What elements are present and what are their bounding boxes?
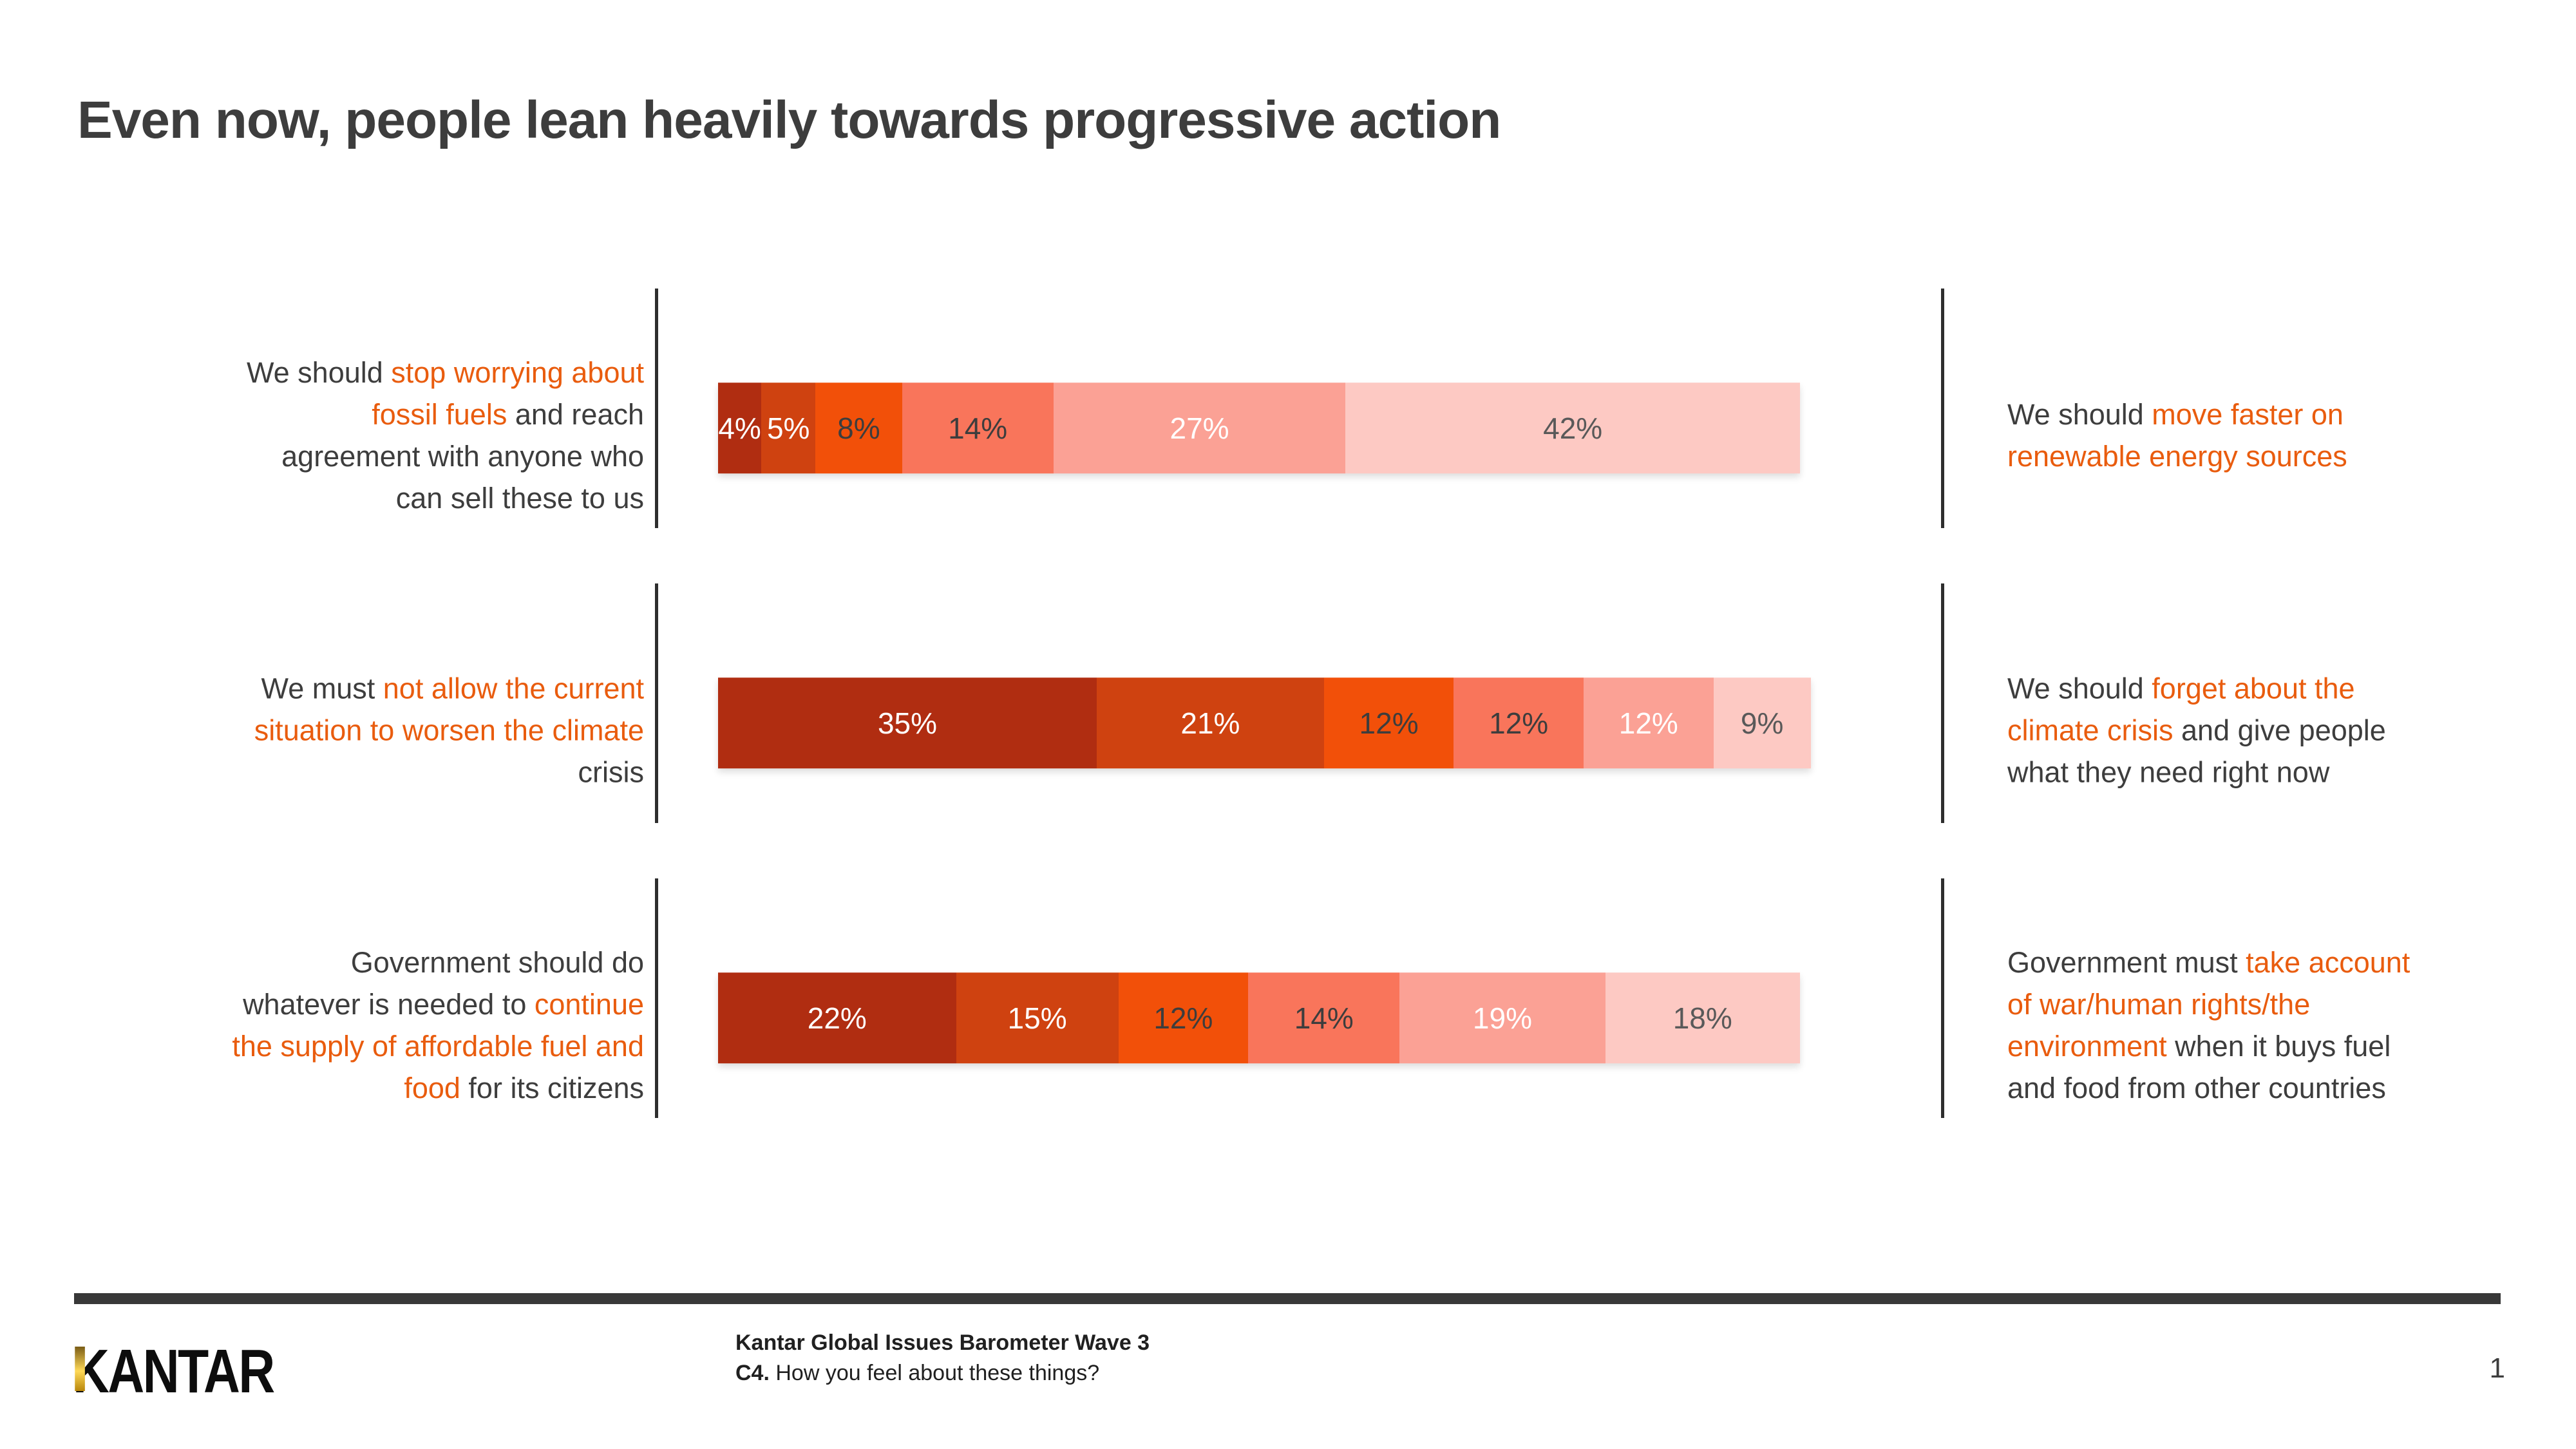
- bar-value-label: 27%: [1170, 411, 1229, 445]
- bar-segment: 12%: [1583, 677, 1714, 769]
- statement-text: and give people what they need right now: [2007, 714, 2386, 789]
- left-statement: Government should do whatever is needed …: [77, 942, 644, 1109]
- statement-row-2: We must not allow the current situation …: [0, 583, 2576, 878]
- bar-value-label: 9%: [1740, 706, 1784, 740]
- right-statement: We should move faster on renewable energ…: [2007, 393, 2484, 477]
- statement-text: crisis: [578, 755, 644, 789]
- statement-text: when it buys fuel and food from other co…: [2007, 1030, 2391, 1104]
- bar-value-label: 8%: [837, 411, 880, 445]
- divider-line-right: [1941, 583, 1944, 823]
- kantar-logo-text: KANTAR: [73, 1337, 275, 1406]
- bar-value-label: 12%: [1618, 706, 1678, 740]
- bar-value-label: 12%: [1153, 1001, 1213, 1035]
- bar-segment: 42%: [1345, 383, 1800, 474]
- statement-highlight-text: not allow the current situation to worse…: [254, 672, 644, 747]
- bar-value-label: 18%: [1672, 1001, 1732, 1035]
- statement-text: for its citizens: [460, 1072, 644, 1104]
- divider-line-right: [1941, 878, 1944, 1118]
- bar-value-label: 15%: [1007, 1001, 1067, 1035]
- stacked-bar: 35% 21% 12% 12% 12% 9%: [718, 677, 1811, 769]
- divider-line-right: [1941, 289, 1944, 528]
- statement-text: We should: [2007, 398, 2152, 431]
- statement-text: Government must: [2007, 946, 2246, 979]
- right-statement: Government must take account of war/huma…: [2007, 942, 2484, 1109]
- statement-text: We should: [2007, 672, 2152, 705]
- left-statement: We should stop worrying about fossil fue…: [77, 352, 644, 519]
- bar-segment: 14%: [1248, 972, 1400, 1064]
- bar-value-label: 12%: [1359, 706, 1419, 740]
- bar-segment: 35%: [718, 677, 1097, 769]
- bar-value-label: 12%: [1489, 706, 1549, 740]
- bar-segment: 18%: [1605, 972, 1800, 1064]
- statement-highlight-text: continue the supply of affordable fuel a…: [232, 988, 644, 1104]
- bar-segment: 22%: [718, 972, 956, 1064]
- page-title: Even now, people lean heavily towards pr…: [77, 91, 1501, 149]
- bar-value-label: 21%: [1180, 706, 1240, 740]
- statement-text: Government should do whatever is needed …: [243, 946, 644, 1021]
- kantar-logo: KANTAR: [73, 1337, 275, 1406]
- statement-row-1: We should stop worrying about fossil fue…: [0, 288, 2576, 583]
- right-statement: We should forget about the climate crisi…: [2007, 668, 2484, 793]
- bar-value-label: 22%: [807, 1001, 867, 1035]
- bar-value-label: 35%: [877, 706, 938, 740]
- bar-value-label: 5%: [766, 411, 810, 445]
- statement-row-3: Government should do whatever is needed …: [0, 878, 2576, 1173]
- divider-line-left: [655, 878, 658, 1118]
- bar-value-label: 19%: [1472, 1001, 1532, 1035]
- bar-segment: 5%: [761, 383, 816, 474]
- bar-segment: 15%: [956, 972, 1119, 1064]
- statement-highlight-text: stop worrying about fossil fuels: [372, 356, 644, 431]
- bar-segment: 9%: [1713, 677, 1811, 769]
- divider-line-left: [655, 583, 658, 823]
- footer-rule: [74, 1293, 2501, 1304]
- source-question: C4. How you feel about these things?: [735, 1358, 1150, 1388]
- bar-segment: 14%: [902, 383, 1054, 474]
- bar-segment: 27%: [1053, 383, 1346, 474]
- divider-line-left: [655, 289, 658, 528]
- bar-value-label: 14%: [948, 411, 1008, 445]
- statement-text: and reach agreement with anyone who can …: [281, 398, 644, 515]
- question-prefix: C4.: [735, 1361, 770, 1385]
- bar-segment: 12%: [1118, 972, 1249, 1064]
- stacked-bar-chart: We should stop worrying about fossil fue…: [0, 288, 2576, 1173]
- bar-segment: 21%: [1097, 677, 1324, 769]
- bar-segment: 12%: [1323, 677, 1454, 769]
- bar-segment: 19%: [1399, 972, 1605, 1064]
- bar-value-label: 4%: [718, 411, 761, 445]
- source-title: Kantar Global Issues Barometer Wave 3: [735, 1331, 1150, 1355]
- stacked-bar: 4% 5% 8% 14% 27% 42%: [718, 383, 1800, 474]
- stacked-bar: 22% 15% 12% 14% 19% 18%: [718, 972, 1800, 1064]
- statement-highlight-text: move faster on renewable energy sources: [2007, 398, 2347, 473]
- bar-value-label: 14%: [1294, 1001, 1354, 1035]
- bar-segment: 8%: [815, 383, 902, 474]
- bar-segment: 4%: [718, 383, 762, 474]
- footer-source: Kantar Global Issues Barometer Wave 3 C4…: [735, 1328, 1150, 1388]
- bar-segment: 12%: [1454, 677, 1584, 769]
- question-text: How you feel about these things?: [769, 1361, 1100, 1385]
- page-number: 1: [2489, 1352, 2505, 1384]
- bar-value-label: 42%: [1543, 411, 1603, 445]
- statement-text: We must: [261, 672, 383, 705]
- statement-highlight-text: take account of war/human rights/the env…: [2007, 946, 2410, 1063]
- statement-text: We should: [246, 356, 392, 389]
- statement-highlight-text: forget about the climate crisis: [2007, 672, 2355, 747]
- logo-gold-bar-icon: [75, 1347, 85, 1391]
- left-statement: We must not allow the current situation …: [77, 668, 644, 793]
